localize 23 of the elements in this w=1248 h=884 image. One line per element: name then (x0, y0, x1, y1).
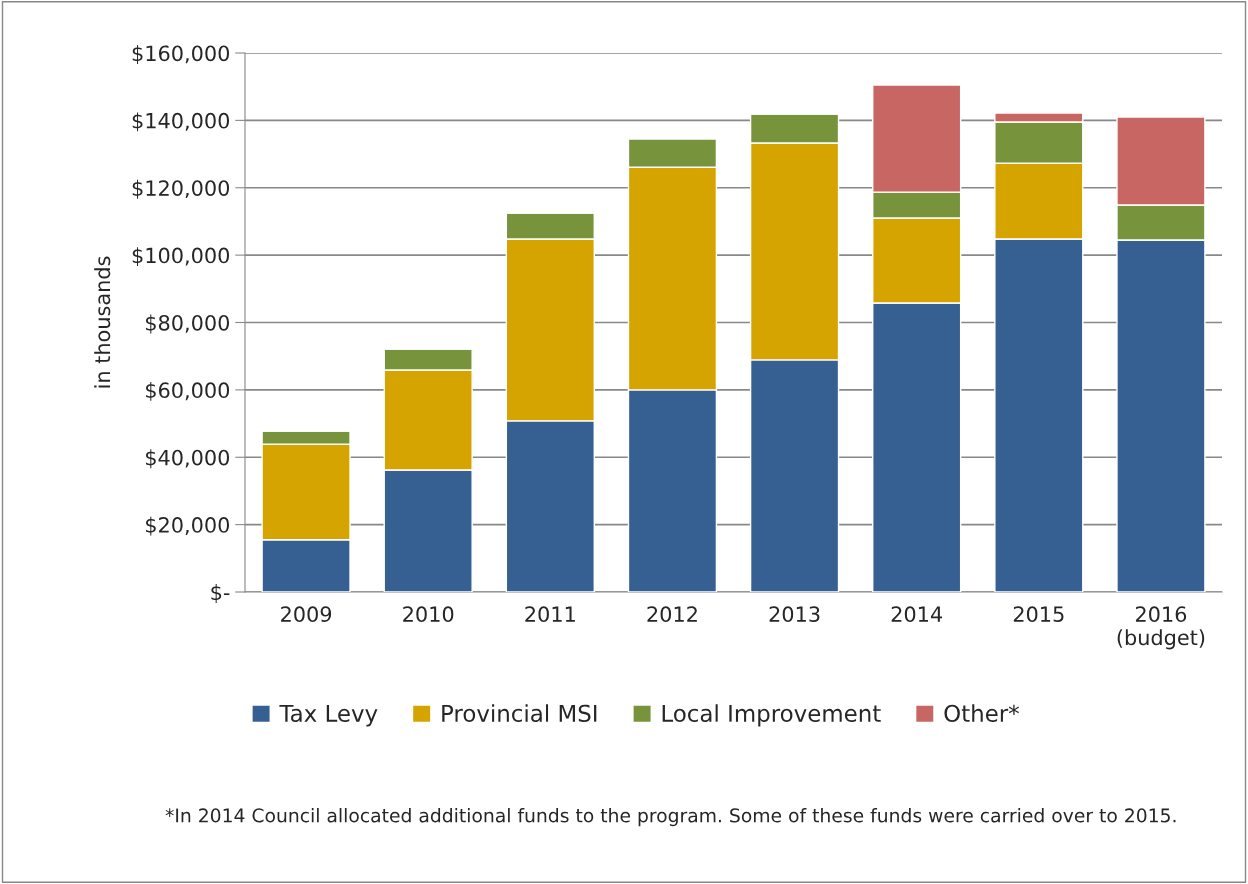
x-tick-label: 2011 (525, 606, 575, 623)
y-axis-title: in thousands (94, 256, 111, 388)
y-tick-label: $120,000 (132, 179, 230, 199)
x-tick-label: 2013 (769, 606, 820, 623)
y-tick-label: $100,000 (132, 247, 230, 267)
text: *In 2014 Council allocated additional funds to the program. Some of these funds were carried over to 2015. (165, 808, 1176, 827)
x-tick-label: 2009 (281, 606, 332, 623)
legend-label: Other* (944, 704, 1019, 722)
legend-label: Local Improvement (662, 704, 881, 727)
x-tick-label: 2014 (891, 606, 943, 623)
x-tick-label: 2016 (budget) (1117, 606, 1205, 650)
y-tick-label: $60,000 (145, 381, 230, 401)
y-tick-label: $- (211, 584, 230, 603)
y-tick-label: $80,000 (145, 314, 230, 334)
x-tick-label: 2015 (1013, 606, 1064, 623)
x-tick-label: 2010 (403, 606, 454, 623)
x-tick-label: 2012 (647, 606, 697, 623)
legend-label: Provincial MSI (442, 704, 597, 722)
y-tick-label: $40,000 (145, 449, 230, 469)
y-tick-label: $20,000 (145, 516, 230, 536)
y-tick-label: $160,000 (132, 45, 230, 64)
legend-label: Tax Levy (279, 704, 378, 727)
y-tick-label: $140,000 (132, 112, 230, 132)
